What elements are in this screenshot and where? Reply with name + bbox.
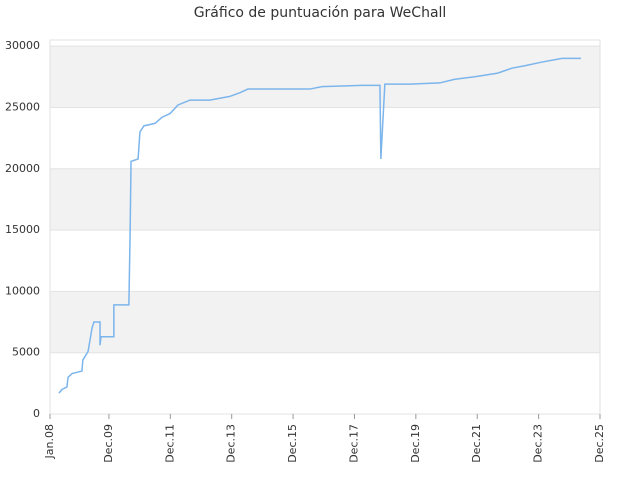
x-tick-label: Dec.21 — [470, 424, 483, 463]
x-tick-label: Dec.15 — [286, 424, 299, 463]
x-tick-label: Dec.19 — [409, 424, 422, 463]
x-tick-label: Dec.23 — [532, 424, 545, 463]
x-tick-label: Dec.25 — [593, 424, 606, 463]
x-tick-label: Dec.17 — [347, 424, 360, 463]
y-tick-label: 25000 — [5, 100, 40, 113]
grid-band — [50, 46, 600, 108]
y-tick-label: 15000 — [5, 223, 40, 236]
y-tick-label: 20000 — [5, 162, 40, 175]
chart-title: Gráfico de puntuación para WeChall — [194, 5, 447, 21]
score-line — [58, 57, 581, 394]
x-tick-label: Dec.13 — [225, 424, 238, 463]
x-tick-label: Dec.11 — [163, 424, 176, 463]
x-tick-label: Jan.08 — [43, 424, 56, 459]
grid-band — [50, 168, 600, 231]
y-tick-label: 30000 — [5, 39, 40, 52]
y-tick-label: 5000 — [12, 346, 40, 359]
grid-band — [50, 291, 600, 353]
y-tick-label: 0 — [33, 407, 40, 420]
x-tick-label: Dec.09 — [102, 424, 115, 463]
y-tick-label: 10000 — [5, 284, 40, 297]
